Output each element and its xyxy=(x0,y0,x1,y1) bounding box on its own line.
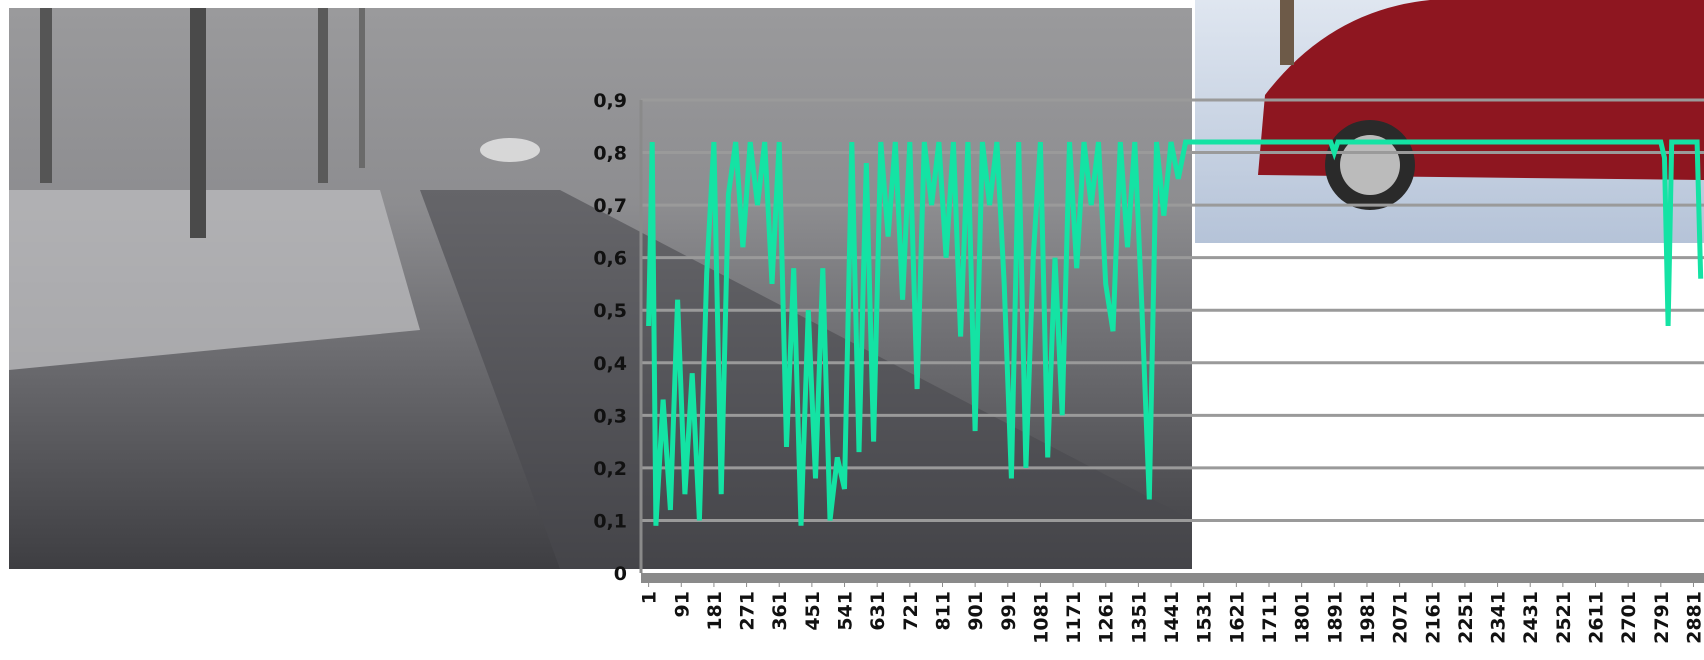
x-tick-label: 2251 xyxy=(1455,591,1477,644)
x-tick-label: 1891 xyxy=(1324,591,1346,644)
x-tick-label: 1981 xyxy=(1357,591,1379,644)
x-tick-label: 631 xyxy=(867,591,889,631)
x-tick-label: 271 xyxy=(737,591,759,631)
y-tick-label: 0,8 xyxy=(593,143,627,165)
data-line xyxy=(646,139,1704,526)
x-tick-label: 181 xyxy=(704,591,726,631)
y-tick-label: 0,7 xyxy=(593,195,627,217)
y-tick-label: 0,9 xyxy=(593,90,627,112)
x-tick-label: 2431 xyxy=(1520,591,1542,644)
x-tick-label: 1711 xyxy=(1259,591,1281,644)
x-tick-label: 1351 xyxy=(1128,591,1150,644)
x-tick-label: 991 xyxy=(998,591,1020,631)
y-tick-label: 0,6 xyxy=(593,248,627,270)
y-tick-label: 0,1 xyxy=(593,510,627,532)
x-tick-label: 811 xyxy=(932,591,954,631)
y-tick-label: 0,4 xyxy=(593,353,627,375)
y-tick-label: 0 xyxy=(614,563,627,585)
x-tick-label: 2881 xyxy=(1683,591,1704,644)
x-tick-label: 1261 xyxy=(1096,591,1118,644)
x-tick-label: 1 xyxy=(639,591,661,604)
y-tick-label: 0,5 xyxy=(593,300,627,322)
y-tick-label: 0,2 xyxy=(593,458,627,480)
x-tick-label: 901 xyxy=(965,591,987,631)
x-tick-label: 1531 xyxy=(1194,591,1216,644)
x-tick-label: 2071 xyxy=(1390,591,1412,644)
x-tick-label: 2521 xyxy=(1553,591,1575,644)
x-tick-label: 1441 xyxy=(1161,591,1183,644)
x-tick-label: 2791 xyxy=(1651,591,1673,644)
x-tick-label: 1081 xyxy=(1030,591,1052,644)
plot-area: 0 0,1 0,2 0,3 0,4 0,5 0,6 0,7 0,8 0,9 1 91 181 271 361… xyxy=(593,90,1704,644)
x-tick-label: 2611 xyxy=(1586,591,1608,644)
x-tick-label: 541 xyxy=(835,591,857,631)
car-photo xyxy=(1195,0,1704,243)
x-tick-label: 2701 xyxy=(1618,591,1640,644)
x-tick-label: 1171 xyxy=(1063,591,1085,644)
x-tick-label: 361 xyxy=(769,591,791,631)
y-tick-label: 0,3 xyxy=(593,405,627,427)
x-tick-label: 91 xyxy=(671,591,693,617)
x-tick-label: 721 xyxy=(900,591,922,631)
x-axis xyxy=(641,573,1704,583)
x-tick-label: 1801 xyxy=(1292,591,1314,644)
x-tick-label: 2341 xyxy=(1488,591,1510,644)
x-tick-label: 1621 xyxy=(1226,591,1248,644)
x-tick-label: 451 xyxy=(802,591,824,631)
x-tick-label: 2161 xyxy=(1422,591,1444,644)
